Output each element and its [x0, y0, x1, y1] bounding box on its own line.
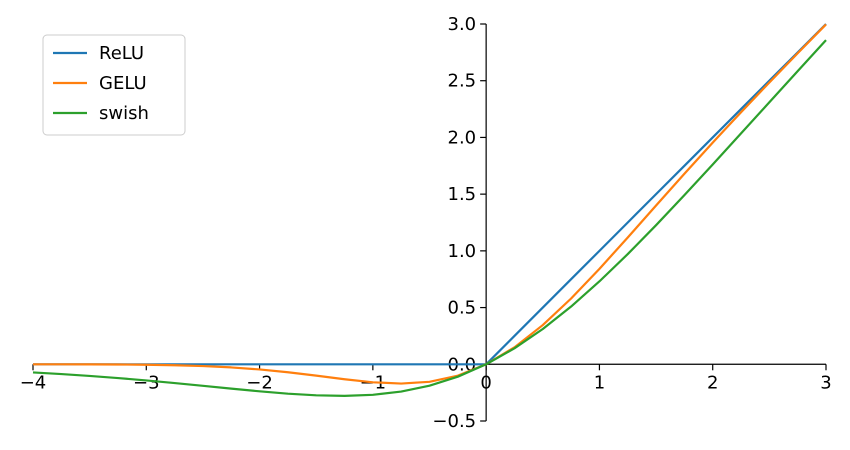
y-tick-label: 3.0: [448, 14, 477, 35]
legend-label: GELU: [99, 73, 147, 94]
x-tick-label: −2: [246, 372, 273, 393]
x-tick-label: −4: [20, 372, 47, 393]
y-tick-label: 0.5: [448, 298, 477, 319]
y-tick-label: 1.0: [448, 241, 477, 262]
x-tick-label: 3: [820, 372, 831, 393]
y-tick-label: 1.5: [448, 184, 477, 205]
x-tick-label: 1: [594, 372, 605, 393]
x-tick-label: −3: [133, 372, 160, 393]
legend-label: swish: [99, 103, 149, 124]
line-series: [32, 23, 827, 385]
line-series: [32, 39, 827, 397]
legend-box: [42, 34, 186, 136]
y-tick-label: 2.5: [448, 71, 477, 92]
x-tick-label: 0: [480, 372, 491, 393]
y-tick-label: 2.0: [448, 127, 477, 148]
legend-label: ReLU: [99, 43, 144, 64]
y-tick-label: −0.5: [432, 411, 476, 432]
x-tick-label: 2: [707, 372, 718, 393]
